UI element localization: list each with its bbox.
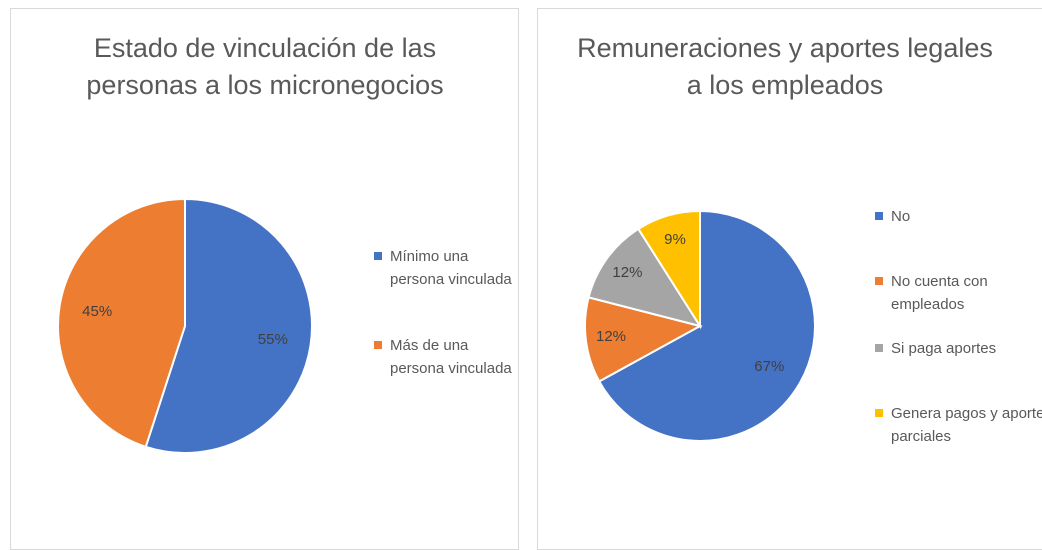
chart-title: Remuneraciones y aportes legales a los e… <box>577 33 993 100</box>
data-label: 45% <box>82 303 112 320</box>
pie-slice <box>636 209 701 330</box>
legend-label: Más de una persona vinculada <box>390 337 512 377</box>
pie-slice <box>57 197 186 449</box>
pie-slice <box>144 197 313 454</box>
legend-label: No cuenta con empleados <box>891 273 988 313</box>
chart-title: Estado de vinculación de las personas a … <box>86 33 444 100</box>
legend-item: No cuenta con empleados <box>875 270 1042 316</box>
legend-swatch <box>875 344 883 352</box>
legend-label: No <box>891 208 911 225</box>
legend-swatch <box>875 277 883 285</box>
data-label: 55% <box>258 331 288 348</box>
legend-swatch <box>875 212 883 220</box>
legend-swatch <box>374 252 382 260</box>
data-label: 12% <box>612 264 642 281</box>
legend-item: Mínimo una persona vinculada <box>374 245 525 291</box>
page: 55%45%67%12%12%9% (() => { const data = … <box>10 8 1042 550</box>
legend-label: Mínimo una persona vinculada <box>390 248 512 288</box>
data-label: 67% <box>754 358 784 375</box>
legend-item: Más de una persona vinculada <box>374 334 525 380</box>
legend-label: Genera pagos y aportes parciales <box>891 405 1042 445</box>
legend-item: Si paga aportes <box>875 337 1042 360</box>
legend-item: No <box>875 205 1042 228</box>
legend-label: Si paga aportes <box>891 340 997 357</box>
pie-slice <box>587 227 703 328</box>
charts: 55% 45% 67% 12% 12% 9% <box>57 197 816 454</box>
pie-slice <box>584 296 703 383</box>
data-label: 12% <box>596 328 626 345</box>
legend-swatch <box>374 341 382 349</box>
data-label: 9% <box>664 231 686 248</box>
legend-item: Genera pagos y aportes parciales <box>875 402 1042 448</box>
legend-swatch <box>875 409 883 417</box>
pie-slice <box>597 209 816 442</box>
